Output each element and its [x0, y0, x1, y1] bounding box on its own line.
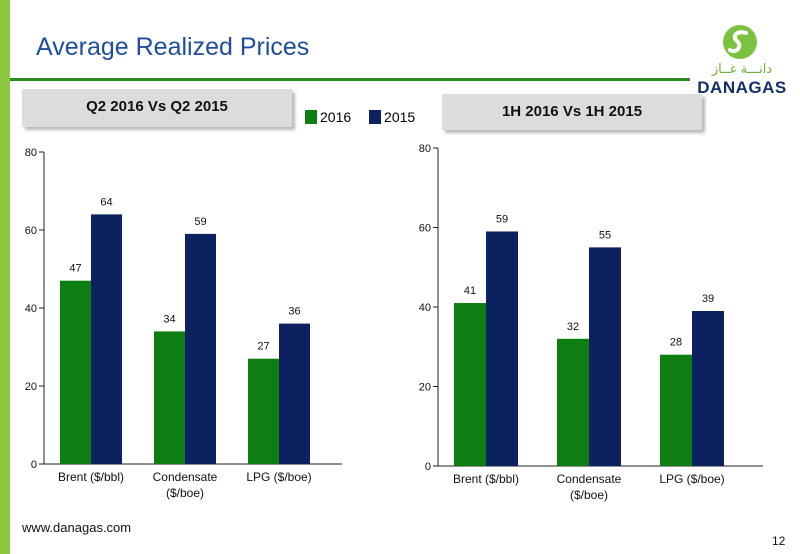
y-tick-label: 60: [25, 225, 37, 237]
danagas-logo: دانـــة غــاز DANAGAS: [692, 20, 792, 100]
x-category-label-line: LPG ($/boe): [659, 472, 724, 486]
data-label-2015-3: 36: [288, 306, 300, 318]
data-label-2015-3: 39: [702, 293, 714, 305]
legend-swatch-2016: [305, 110, 317, 124]
bar-2015-3: [692, 310, 724, 466]
chart-1-header: Q2 2016 Vs Q2 2015: [22, 89, 292, 127]
x-category-label-line: ($/boe): [166, 486, 204, 500]
data-label-2016-3: 27: [257, 341, 269, 353]
bar-2016-1: [454, 303, 486, 466]
y-tick-label: 40: [419, 302, 431, 314]
bar-2015-1: [486, 231, 518, 466]
y-tick-label: 0: [425, 461, 431, 473]
x-category-label: LPG ($/boe): [659, 472, 724, 486]
bar-2016-1: [60, 280, 91, 464]
data-label-2016-1: 47: [69, 263, 81, 275]
data-label-2016-2: 34: [163, 313, 175, 325]
y-tick-label: 20: [419, 382, 431, 394]
x-category-label: Condensate ($/boe): [153, 470, 218, 500]
x-category-label: Brent ($/bbl): [58, 470, 124, 484]
data-label-2016-2: 32: [567, 321, 579, 333]
x-category-label-line: ($/boe): [570, 488, 608, 502]
data-label-2016-1: 41: [464, 285, 476, 297]
y-tick-label: 80: [419, 143, 431, 155]
slide-title: Average Realized Prices: [36, 33, 310, 61]
legend-label-2016: 2016: [320, 109, 352, 125]
x-category-label-line: LPG ($/boe): [246, 470, 311, 484]
title-divider: [10, 78, 690, 81]
bar-2015-1: [91, 214, 122, 464]
legend-item-2015: 2015: [369, 109, 415, 125]
legend-swatch-2015: [369, 110, 382, 124]
bar-2016-2: [557, 338, 589, 466]
logo-mark-icon: [723, 25, 757, 59]
y-tick-label: 0: [31, 459, 37, 471]
chart-legend: 2016 2015: [305, 109, 429, 127]
legend-label-2015: 2015: [384, 109, 416, 125]
logo-arabic-text: دانـــة غــاز: [711, 62, 773, 77]
x-category-label-line: Brent ($/bbl): [453, 472, 519, 486]
bar-2016-3: [660, 354, 692, 466]
x-category-label: Brent ($/bbl): [453, 472, 519, 486]
x-category-label: LPG ($/boe): [246, 470, 311, 484]
y-tick-label: 60: [419, 223, 431, 235]
data-label-2016-3: 28: [670, 337, 682, 349]
footer-url: www.danagas.com: [22, 520, 132, 535]
bar-2015-2: [589, 247, 621, 466]
data-label-2015-1: 59: [496, 213, 508, 225]
y-tick-label: 20: [25, 381, 37, 393]
chart-2-header: 1H 2016 Vs 1H 2015: [442, 94, 702, 130]
x-category-label-line: Condensate: [557, 472, 622, 486]
bar-2015-2: [185, 233, 216, 464]
y-tick-label: 80: [25, 147, 37, 159]
y-tick-label: 40: [25, 303, 37, 315]
legend-item-2016: 2016: [305, 109, 351, 125]
data-label-2015-2: 59: [194, 216, 206, 228]
page-number: 12: [772, 534, 786, 548]
data-label-2015-1: 64: [100, 196, 112, 208]
bar-2015-3: [279, 323, 310, 464]
bar-2016-3: [248, 358, 279, 464]
x-category-label-line: Condensate: [153, 470, 218, 484]
data-label-2015-2: 55: [599, 229, 611, 241]
left-accent-strip: [0, 0, 10, 554]
bar-2016-2: [154, 331, 185, 464]
x-category-label: Condensate ($/boe): [557, 472, 622, 502]
x-category-label-line: Brent ($/bbl): [58, 470, 124, 484]
logo-wordmark: DANAGAS: [697, 78, 787, 97]
